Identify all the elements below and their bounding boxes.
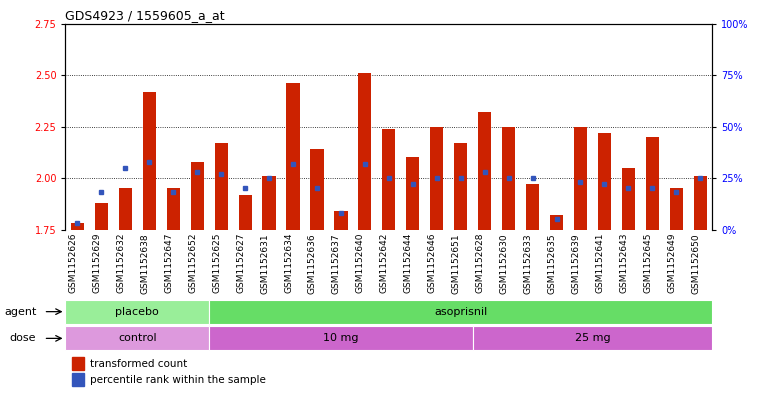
Bar xyxy=(473,326,712,351)
Text: GSM1152638: GSM1152638 xyxy=(140,233,149,294)
Text: GSM1152651: GSM1152651 xyxy=(452,233,460,294)
Bar xyxy=(142,92,156,230)
Text: GSM1152646: GSM1152646 xyxy=(428,233,437,294)
Bar xyxy=(71,223,84,230)
Text: control: control xyxy=(118,333,156,343)
Bar xyxy=(407,158,420,230)
Text: GSM1152628: GSM1152628 xyxy=(476,233,484,294)
Bar xyxy=(502,127,515,230)
Text: GSM1152640: GSM1152640 xyxy=(356,233,365,294)
Bar xyxy=(65,299,209,324)
Bar xyxy=(215,143,228,230)
Text: GSM1152641: GSM1152641 xyxy=(595,233,604,294)
Text: GSM1152637: GSM1152637 xyxy=(332,233,341,294)
Bar xyxy=(598,133,611,230)
Text: GSM1152639: GSM1152639 xyxy=(571,233,581,294)
Bar xyxy=(646,137,659,230)
Bar xyxy=(382,129,396,230)
Bar xyxy=(209,299,712,324)
Bar xyxy=(72,357,84,369)
Bar xyxy=(550,215,563,230)
Text: GSM1152633: GSM1152633 xyxy=(524,233,533,294)
Text: asoprisnil: asoprisnil xyxy=(434,307,487,317)
Bar xyxy=(65,326,209,351)
Bar xyxy=(526,184,539,230)
Text: GSM1152645: GSM1152645 xyxy=(644,233,652,294)
Text: GSM1152627: GSM1152627 xyxy=(236,233,245,294)
Bar xyxy=(95,203,108,230)
Text: GSM1152625: GSM1152625 xyxy=(213,233,221,294)
Text: GSM1152634: GSM1152634 xyxy=(284,233,293,294)
Text: GSM1152632: GSM1152632 xyxy=(116,233,126,294)
Text: GSM1152649: GSM1152649 xyxy=(668,233,676,294)
Text: placebo: placebo xyxy=(116,307,159,317)
Bar xyxy=(119,188,132,230)
Bar xyxy=(430,127,444,230)
Bar xyxy=(286,83,300,230)
Bar xyxy=(454,143,467,230)
Text: GSM1152652: GSM1152652 xyxy=(188,233,197,294)
Bar xyxy=(166,188,180,230)
Text: GSM1152626: GSM1152626 xyxy=(69,233,78,294)
Bar xyxy=(622,168,635,230)
Text: GSM1152629: GSM1152629 xyxy=(92,233,102,294)
Text: GSM1152635: GSM1152635 xyxy=(547,233,557,294)
Text: 25 mg: 25 mg xyxy=(574,333,611,343)
Bar xyxy=(694,176,707,230)
Text: transformed count: transformed count xyxy=(90,358,187,369)
Text: GSM1152642: GSM1152642 xyxy=(380,233,389,293)
Text: dose: dose xyxy=(10,333,36,343)
Text: GDS4923 / 1559605_a_at: GDS4923 / 1559605_a_at xyxy=(65,9,225,22)
Text: GSM1152644: GSM1152644 xyxy=(403,233,413,293)
Text: percentile rank within the sample: percentile rank within the sample xyxy=(90,375,266,384)
Text: 10 mg: 10 mg xyxy=(323,333,359,343)
Text: GSM1152636: GSM1152636 xyxy=(308,233,317,294)
Bar xyxy=(191,162,204,230)
Text: GSM1152650: GSM1152650 xyxy=(691,233,700,294)
Text: GSM1152647: GSM1152647 xyxy=(164,233,173,294)
Bar xyxy=(574,127,587,230)
Bar xyxy=(670,188,683,230)
Text: GSM1152631: GSM1152631 xyxy=(260,233,269,294)
Bar xyxy=(478,112,491,230)
Text: agent: agent xyxy=(4,307,36,317)
Bar xyxy=(310,149,323,230)
Text: GSM1152630: GSM1152630 xyxy=(500,233,509,294)
Text: GSM1152643: GSM1152643 xyxy=(619,233,628,294)
Bar xyxy=(239,195,252,230)
Bar xyxy=(72,373,84,386)
Bar xyxy=(358,73,371,230)
Bar xyxy=(334,211,347,230)
Bar xyxy=(263,176,276,230)
Bar xyxy=(209,326,473,351)
